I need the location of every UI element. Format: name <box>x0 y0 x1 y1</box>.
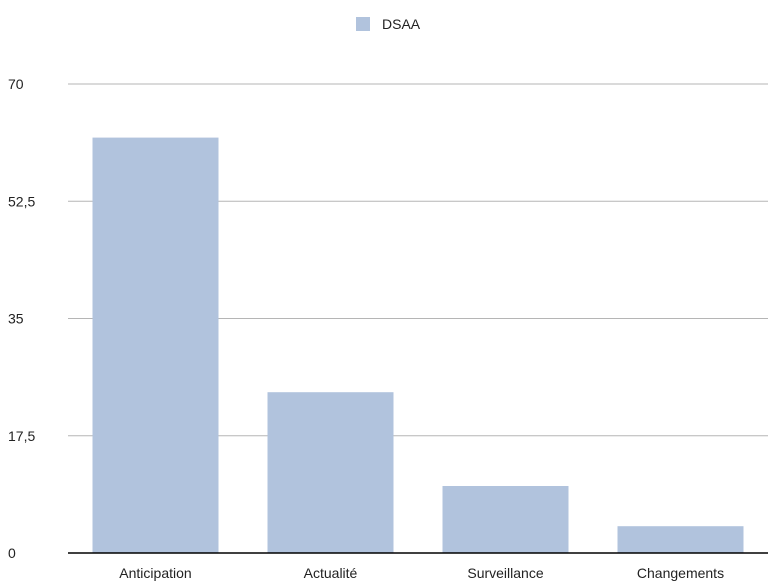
x-tick-label: Actualité <box>304 565 358 581</box>
y-tick-label: 0 <box>8 545 16 561</box>
legend-label-dsaa: DSAA <box>382 16 421 32</box>
legend-swatch-dsaa <box>356 17 370 31</box>
x-tick-label: Anticipation <box>119 565 191 581</box>
x-axis-tick-labels: Anticipation Actualité Surveillance Changem… <box>119 565 724 581</box>
y-axis-tick-labels: 0 17,5 35 52,5 70 <box>8 76 35 561</box>
x-tick-label: Surveillance <box>467 565 543 581</box>
bar-changements <box>617 526 744 553</box>
y-tick-label: 70 <box>8 76 24 92</box>
x-tick-label: Changements <box>637 565 724 581</box>
y-tick-label: 35 <box>8 311 24 327</box>
legend: DSAA <box>356 16 421 32</box>
bar-actualité <box>267 392 394 553</box>
y-tick-label: 52,5 <box>8 193 35 209</box>
bar-surveillance <box>442 486 569 553</box>
bar-anticipation <box>92 137 219 553</box>
y-tick-label: 17,5 <box>8 428 35 444</box>
bars <box>92 137 744 553</box>
